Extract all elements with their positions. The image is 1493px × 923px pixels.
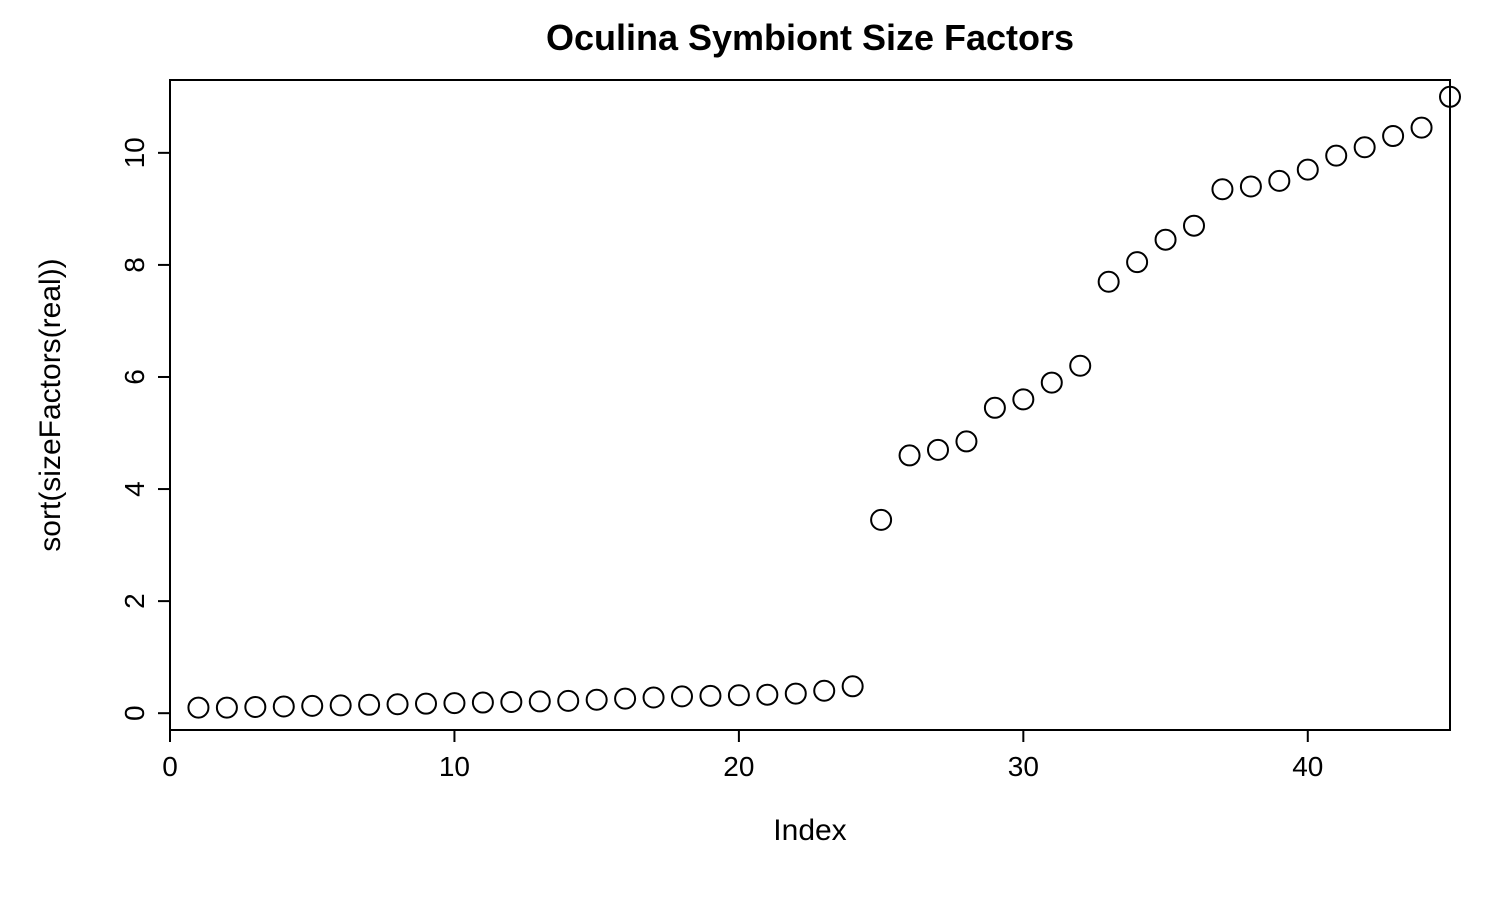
y-tick-label: 4 bbox=[119, 481, 150, 497]
x-axis-label: Index bbox=[773, 814, 846, 847]
y-tick-label: 8 bbox=[119, 257, 150, 273]
x-tick-label: 30 bbox=[1008, 751, 1039, 782]
x-tick-label: 40 bbox=[1292, 751, 1323, 782]
y-tick-label: 2 bbox=[119, 593, 150, 609]
x-tick-label: 20 bbox=[723, 751, 754, 782]
y-tick-label: 6 bbox=[119, 369, 150, 385]
x-tick-label: 0 bbox=[162, 751, 178, 782]
chart-background bbox=[0, 0, 1493, 923]
chart-container: Oculina Symbiont Size Factors 0 10 20 30 40 0 2… bbox=[0, 0, 1493, 923]
y-tick-label: 0 bbox=[119, 705, 150, 721]
x-tick-label: 10 bbox=[439, 751, 470, 782]
scatter-chart: Oculina Symbiont Size Factors 0 10 20 30 40 0 2… bbox=[0, 0, 1493, 923]
y-tick-label: 10 bbox=[119, 137, 150, 168]
chart-title: Oculina Symbiont Size Factors bbox=[546, 17, 1074, 58]
y-axis-label: sort(sizeFactors(real)) bbox=[34, 258, 67, 551]
